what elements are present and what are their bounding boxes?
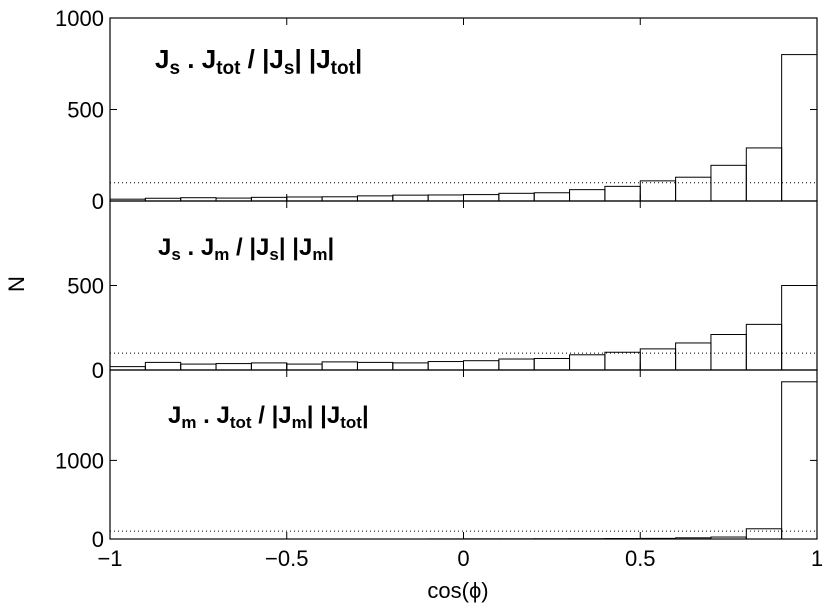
panel-title: Jm . Jtot / |Jm| |Jtot| [168,402,369,432]
y-tick-label: 1000 [55,6,104,31]
histogram-bar [463,194,500,202]
histogram-bar [180,363,217,371]
histogram-bar [675,176,712,202]
x-axis-label: cos(ϕ) [427,578,488,603]
histogram-bar [286,196,323,202]
histogram-bar [639,348,677,371]
histogram-bar [639,180,677,202]
histogram-panel-2: 0 500 Js . Jm / |Js| |Jm| [67,200,818,383]
y-axis-label: N [4,276,29,292]
histogram-bar [533,192,571,202]
histogram-bar [498,192,535,202]
histogram-bar [781,54,818,202]
histogram-bar [356,361,394,371]
y-tick-label: 0 [92,358,104,383]
histogram-bar [250,362,288,371]
y-tick-label: 500 [67,274,104,299]
histogram-bar [569,354,606,371]
histogram-bar [144,361,182,371]
histogram-bar [745,528,783,540]
panel-frame [109,369,818,540]
x-tick-label: −0.5 [265,546,308,571]
x-axis: −1 −0.5 0 0.5 1 [97,546,823,571]
x-tick-label: 0 [457,546,469,571]
y-tick-label: 0 [92,189,104,214]
histogram-panel-3: 0 1000 Jm . Jtot / |Jm| |Jtot| [55,369,818,552]
histogram-bar [392,362,429,371]
histogram-panel-1: 0 500 1000 Js . Jtot / |Js| |Jtot| [55,6,818,214]
y-tick-label: 500 [67,98,104,123]
histogram-bar [710,164,747,202]
histogram-bar [604,185,641,202]
histogram-bar [286,363,323,371]
histogram-bar [356,195,394,202]
histogram-bar [321,196,358,202]
histogram-bar [215,363,252,371]
histogram-bar [533,358,571,371]
x-tick-label: −1 [97,546,122,571]
y-tick-label: 1000 [55,448,104,473]
histogram-bar [710,334,747,371]
histogram-bar [498,358,535,371]
x-tick-label: 1 [811,546,823,571]
histogram-bar [463,360,500,371]
histogram-bar [675,342,712,371]
x-tick-label: 0.5 [625,546,656,571]
histogram-bar [569,189,606,202]
histogram-bar [392,194,429,202]
histogram-bar [427,194,464,202]
panel-title: Js . Jm / |Js| |Jm| [158,234,334,264]
histogram-bar [427,361,464,371]
histogram-bar [781,285,818,371]
histogram-bar [745,323,783,371]
panel-title: Js . Jtot / |Js| |Jtot| [155,44,362,79]
histogram-bar [745,147,783,202]
y-tick-label: 0 [92,527,104,552]
histogram-bar [321,361,358,371]
histogram-bar [604,351,641,371]
